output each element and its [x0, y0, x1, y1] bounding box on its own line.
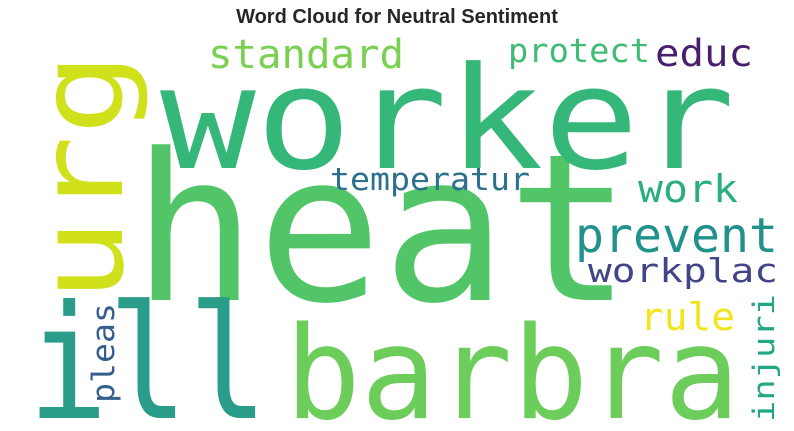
word-ill: ill [28, 272, 268, 431]
word-heat: heat [132, 111, 632, 349]
word-prevent: prevent [575, 208, 778, 264]
chart-title: Word Cloud for Neutral Sentiment [236, 6, 558, 28]
word-workplac: workplac [588, 251, 778, 290]
word-worker: worker [160, 37, 735, 202]
word-rule: rule [640, 295, 735, 339]
word-pleas: pleas [86, 303, 122, 403]
word-urg: urg [12, 52, 150, 302]
word-barbra: barbra [285, 300, 740, 431]
word-protect: protect [508, 31, 650, 70]
word-educ: educ [655, 32, 753, 75]
word-temperatur: temperatur [330, 162, 530, 198]
word-standard: standard [208, 32, 404, 78]
word-injuri: injuri [747, 294, 781, 422]
word-work: work [638, 167, 738, 211]
